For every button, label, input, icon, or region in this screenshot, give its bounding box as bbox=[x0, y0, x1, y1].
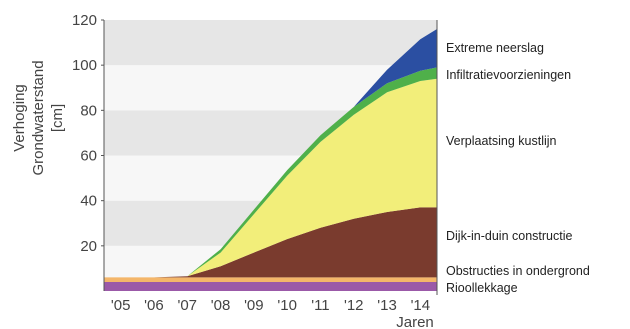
x-tick-label: '07 bbox=[177, 297, 197, 314]
y-axis-title-line-1: Verhoging bbox=[11, 84, 28, 152]
x-tick-label: '05 bbox=[111, 297, 131, 314]
x-tick-label: '09 bbox=[244, 297, 264, 314]
y-tick-labels: 20 40 60 80 100 120 bbox=[72, 12, 104, 255]
x-tick-label: '06 bbox=[144, 297, 164, 314]
x-tick-label: '13 bbox=[377, 297, 397, 314]
y-tick-label: 20 bbox=[80, 238, 97, 255]
legend-label-rioollekkage: Rioollekkage bbox=[446, 281, 518, 295]
y-tick-label: 60 bbox=[80, 148, 97, 165]
x-tick-label: '10 bbox=[277, 297, 297, 314]
legend-label-verplaatsing-kustlijn: Verplaatsing kustlijn bbox=[446, 134, 557, 148]
legend-label-extreme-neerslag: Extreme neerslag bbox=[446, 41, 544, 55]
y-axis-title-line-2: Grondwaterstand bbox=[30, 60, 47, 175]
area-series bbox=[104, 29, 437, 291]
x-tick-label: '11 bbox=[311, 297, 329, 314]
y-tick-label: 100 bbox=[72, 57, 97, 74]
area-rioollekkage bbox=[104, 282, 437, 291]
x-tick-label: '08 bbox=[211, 297, 231, 314]
area-obstructies-in-ondergrond bbox=[104, 277, 437, 282]
y-axis-title-line-3: [cm] bbox=[49, 104, 66, 132]
grid-band bbox=[104, 20, 437, 66]
y-tick-label: 120 bbox=[72, 12, 97, 29]
y-axis-title: Verhoging Grondwaterstand [cm] bbox=[11, 60, 66, 175]
x-tick-label: '14 bbox=[411, 297, 431, 314]
x-tick-labels: '05 '06 '07 '08 '09 '10 '11 '12 '13 '14 bbox=[111, 297, 430, 314]
x-tick-label: '12 bbox=[344, 297, 364, 314]
legend-label-dijk-in-duin-constructie: Dijk-in-duin constructie bbox=[446, 229, 572, 243]
area-verplaatsing-kustlijn bbox=[104, 78, 437, 278]
legend: Rioollekkage Obstructies in ondergrond Dij… bbox=[446, 41, 590, 295]
x-axis-title: Jaren bbox=[396, 314, 434, 329]
y-tick-label: 80 bbox=[80, 102, 97, 119]
y-tick-label: 40 bbox=[80, 193, 97, 210]
legend-label-obstructies-in-ondergrond: Obstructies in ondergrond bbox=[446, 264, 590, 278]
area-dijk-in-duin-constructie bbox=[104, 207, 437, 278]
legend-label-infiltratievoorzieningen: Infiltratievoorzieningen bbox=[446, 68, 571, 82]
